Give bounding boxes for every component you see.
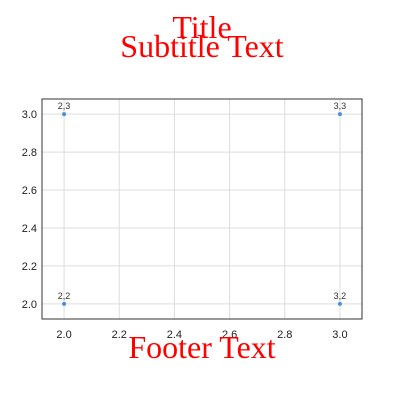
grid-lines bbox=[42, 99, 362, 319]
x-tick-label: 3.0 bbox=[332, 329, 347, 341]
data-points: 2,3 3,3 2,2 3,2 bbox=[58, 101, 346, 306]
chart-footer: Footer Text bbox=[128, 329, 275, 365]
data-point bbox=[62, 301, 67, 306]
y-tick-label: 2.6 bbox=[22, 185, 37, 197]
chart-subtitle: Subtitle Text bbox=[120, 28, 284, 64]
chart-title: Title bbox=[172, 9, 231, 45]
data-point-label: 3,3 bbox=[334, 101, 347, 111]
data-point-label: 2,2 bbox=[58, 291, 71, 301]
x-tick-label: 2.4 bbox=[167, 329, 182, 341]
data-point-label: 3,2 bbox=[334, 291, 347, 301]
data-point-label: 2,3 bbox=[58, 101, 71, 111]
x-tick-label: 2.2 bbox=[112, 329, 127, 341]
x-tick-label: 2.0 bbox=[56, 329, 71, 341]
y-tick-label: 2.0 bbox=[22, 299, 37, 311]
plot-frame bbox=[41, 98, 363, 320]
y-tick-label: 2.8 bbox=[22, 147, 37, 159]
y-tick-label: 2.4 bbox=[22, 223, 37, 235]
y-tick-label: 2.2 bbox=[22, 261, 37, 273]
data-point bbox=[337, 112, 342, 117]
data-point bbox=[337, 301, 342, 306]
data-point bbox=[62, 112, 67, 117]
y-tick-label: 3.0 bbox=[22, 109, 37, 121]
x-tick-label: 2.8 bbox=[277, 329, 292, 341]
axis-ticks: 2.0 2.2 2.4 2.6 2.8 3.0 2.0 2.2 2.4 2.6 2.8 3.0 bbox=[22, 109, 348, 341]
x-tick-label: 2.6 bbox=[222, 329, 237, 341]
